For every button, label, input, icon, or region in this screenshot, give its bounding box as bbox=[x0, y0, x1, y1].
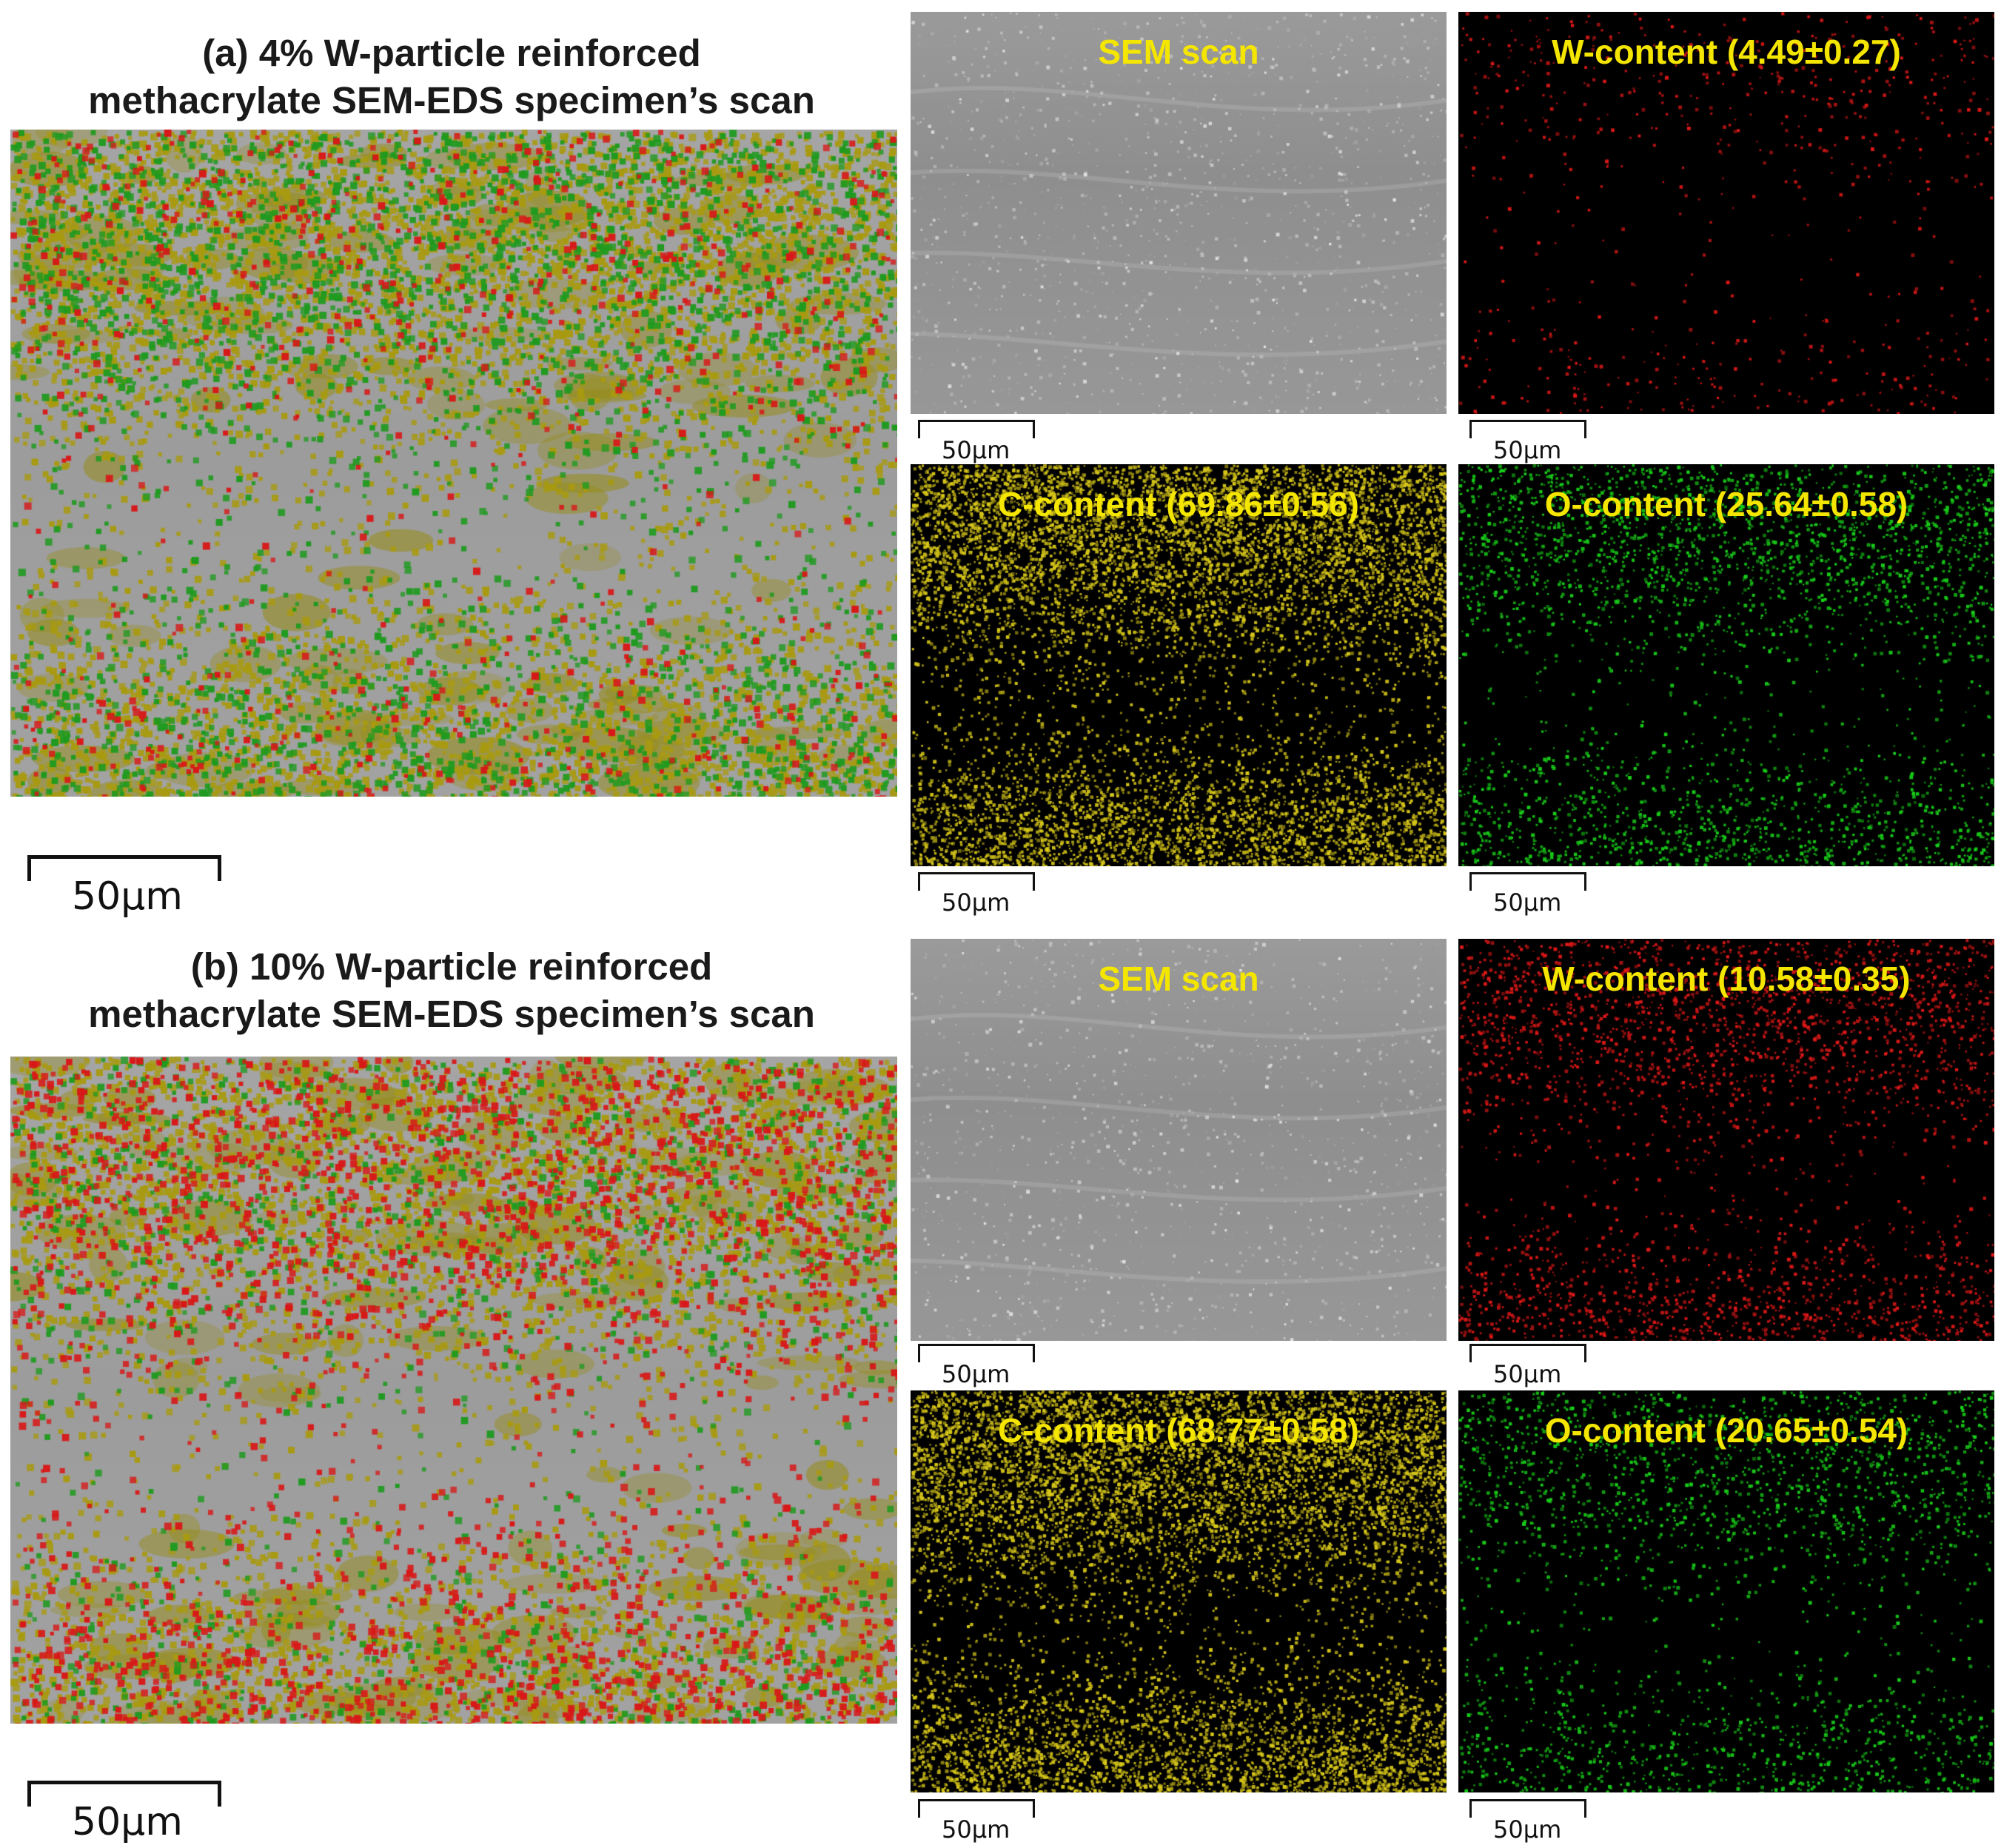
figure-b-c-particles bbox=[911, 1390, 1447, 1792]
figure-a-c-particles bbox=[911, 464, 1447, 866]
scale-bar-line bbox=[27, 855, 221, 881]
figure-a-c-scale-bar: 50µm bbox=[918, 872, 1036, 917]
figure-b-w-particles bbox=[1458, 939, 1994, 1341]
figure-a-composite-map bbox=[10, 130, 897, 797]
scale-bar-label: 50µm bbox=[1493, 1815, 1562, 1844]
figure-b-c-scale-bar: 50µm bbox=[918, 1799, 1036, 1844]
scale-bar-label: 50µm bbox=[942, 1815, 1010, 1844]
scale-bar-line bbox=[1469, 872, 1586, 891]
figure-a-sem-scale-bar: 50µm bbox=[918, 420, 1036, 464]
figure-a-sem-texture bbox=[911, 12, 1447, 414]
scale-bar-line bbox=[27, 1781, 221, 1807]
figure-b-c-map: C-content (68.77±0.58) bbox=[911, 1390, 1447, 1792]
figure-b-w-label: W-content (10.58±0.35) bbox=[1542, 960, 1911, 998]
figure-a-scale-bar: 50µm bbox=[27, 855, 221, 922]
scale-bar-line bbox=[1469, 1799, 1586, 1818]
scale-bar-label: 50µm bbox=[942, 436, 1010, 464]
figure-a-sem-label: SEM scan bbox=[1098, 33, 1259, 71]
figure-a-o-label: O-content (25.64±0.58) bbox=[1544, 485, 1908, 523]
figure-a-o-particles bbox=[1458, 464, 1994, 866]
figure-b-w-scale-bar: 50µm bbox=[1469, 1344, 1588, 1388]
figure-b-sem-panel: SEM scan bbox=[911, 939, 1447, 1341]
figure-a-w-scale-bar: 50µm bbox=[1469, 420, 1588, 464]
figure-b-composite-map bbox=[10, 1057, 897, 1724]
figure-b-o-particles bbox=[1458, 1390, 1994, 1792]
figure-b-sem-texture bbox=[911, 939, 1447, 1341]
figure-a-title: (a) 4% W-particle reinforced methacrylat… bbox=[4, 30, 899, 124]
scale-bar-line bbox=[918, 1799, 1035, 1818]
figure-b-sem-scale-bar: 50µm bbox=[918, 1344, 1036, 1388]
scale-bar-label: 50µm bbox=[72, 1800, 183, 1844]
figure-b-w-map: W-content (10.58±0.35) bbox=[1458, 939, 1994, 1341]
figure-b-o-label: O-content (20.65±0.54) bbox=[1544, 1411, 1908, 1450]
figure-b-title: (b) 10% W-particle reinforced methacryla… bbox=[4, 943, 899, 1038]
figure-b-scale-bar: 50µm bbox=[27, 1781, 221, 1847]
figure-b-sem-label: SEM scan bbox=[1098, 960, 1259, 998]
figure-b-o-map: O-content (20.65±0.54) bbox=[1458, 1390, 1994, 1792]
figure-a-o-map: O-content (25.64±0.58) bbox=[1458, 464, 1994, 866]
figure-a-c-map: C-content (69.86±0.56) bbox=[911, 464, 1447, 866]
scale-bar-line bbox=[918, 1344, 1035, 1362]
figure-b-o-scale-bar: 50µm bbox=[1469, 1799, 1588, 1844]
figure-a-title-line1: (a) 4% W-particle reinforced bbox=[202, 32, 701, 74]
figure-b-title-line2: methacrylate SEM-EDS specimen’s scan bbox=[88, 993, 815, 1035]
figure-a-w-label: W-content (4.49±0.27) bbox=[1552, 33, 1901, 71]
scale-bar-label: 50µm bbox=[72, 874, 183, 919]
scale-bar-label: 50µm bbox=[1493, 1360, 1562, 1388]
figure-a-sem-panel: SEM scan bbox=[911, 12, 1447, 414]
figure-a-c-label: C-content (69.86±0.56) bbox=[998, 485, 1359, 523]
scale-bar-line bbox=[1469, 420, 1586, 438]
scale-bar-label: 50µm bbox=[1493, 436, 1562, 464]
figure-a-composite-particles bbox=[10, 130, 897, 797]
scale-bar-line bbox=[918, 420, 1035, 438]
scale-bar-line bbox=[1469, 1344, 1586, 1362]
figure-b-title-line1: (b) 10% W-particle reinforced bbox=[190, 945, 713, 988]
figure-b-composite-particles bbox=[10, 1057, 897, 1724]
figure-a-title-line2: methacrylate SEM-EDS specimen’s scan bbox=[88, 79, 815, 121]
figure-b-c-label: C-content (68.77±0.58) bbox=[998, 1411, 1359, 1450]
scale-bar-label: 50µm bbox=[942, 888, 1010, 917]
scale-bar-line bbox=[918, 872, 1035, 891]
scale-bar-label: 50µm bbox=[1493, 888, 1562, 917]
scale-bar-label: 50µm bbox=[942, 1360, 1010, 1388]
figure-a-o-scale-bar: 50µm bbox=[1469, 872, 1588, 917]
figure-a-w-particles bbox=[1458, 12, 1994, 414]
figure-a-w-map: W-content (4.49±0.27) bbox=[1458, 12, 1994, 414]
